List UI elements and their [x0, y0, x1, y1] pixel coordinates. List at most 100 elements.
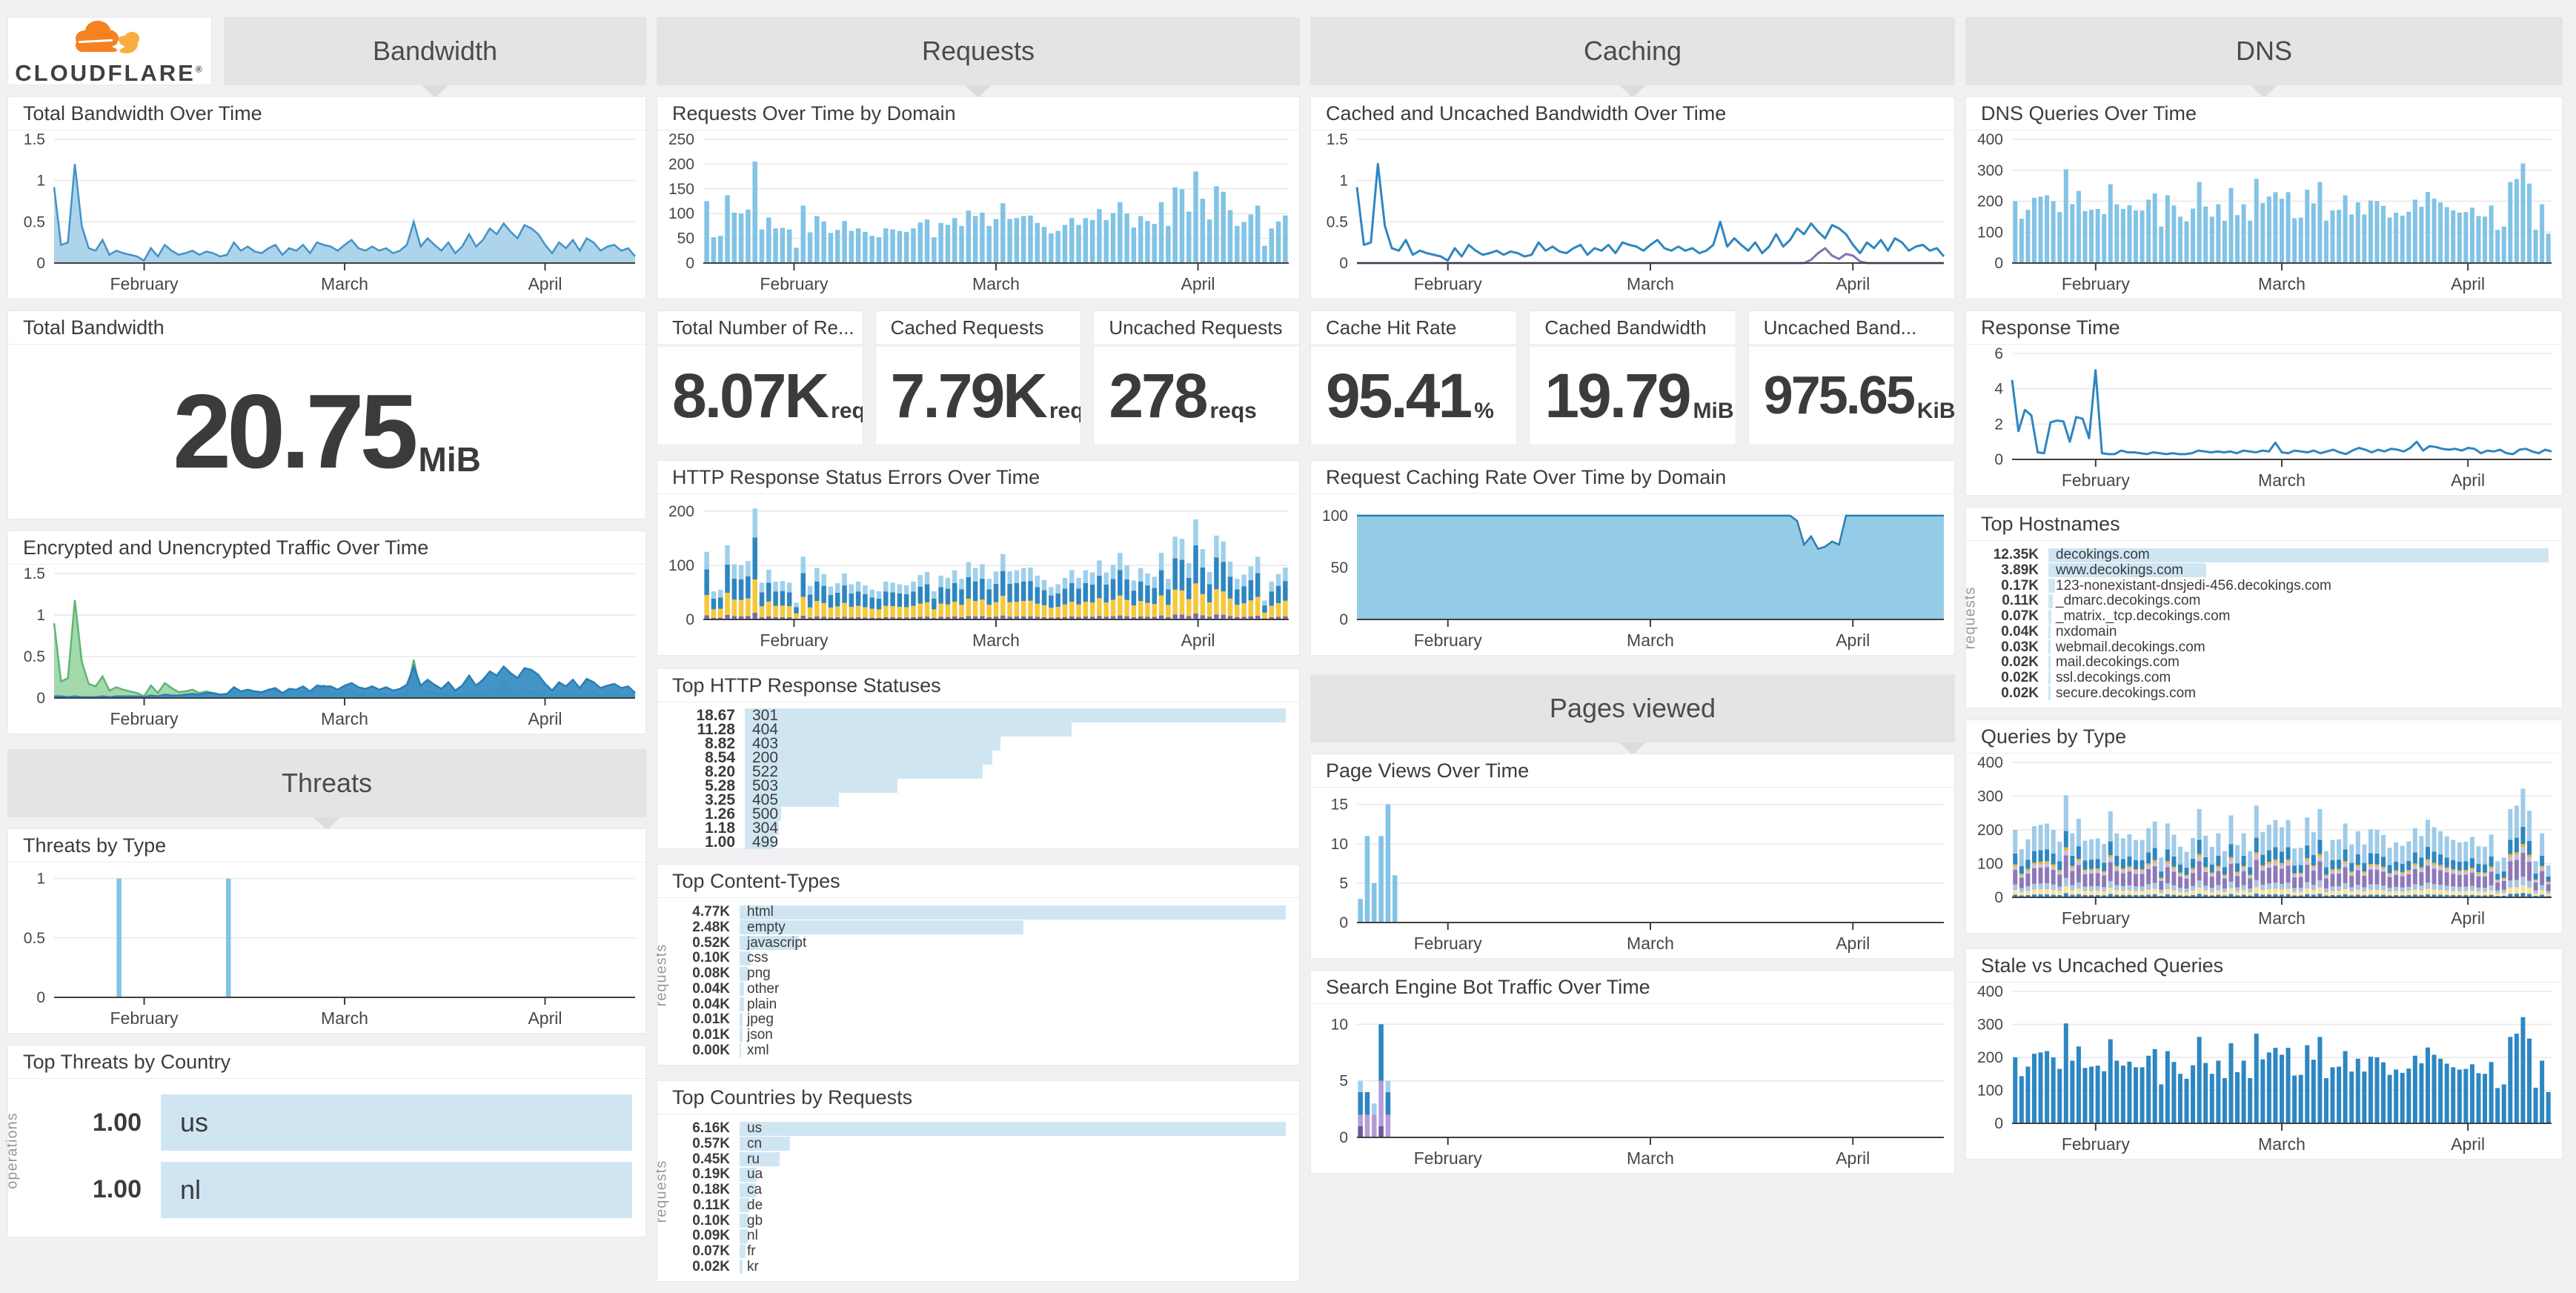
top-content-types-list: 4.77K html 2.48K empty 0.52K javascript 0.10K c…	[657, 898, 1299, 1065]
svg-text:0: 0	[686, 255, 694, 272]
hbar-row[interactable]: 0.02K ssl.decokings.com	[1966, 669, 2549, 685]
queries-by-type-chart[interactable]: 0 100 200 300 400 February March April	[1966, 754, 2562, 933]
svg-text:March: March	[321, 274, 368, 293]
hbar-row[interactable]: 0.07K _matrix._tcp.decokings.com	[1966, 608, 2549, 624]
svg-text:March: March	[1627, 274, 1674, 293]
hbar-value: 0.18K	[692, 1182, 730, 1198]
hbar-row[interactable]: 0.00K xml	[657, 1043, 1286, 1058]
svg-text:March: March	[2258, 908, 2306, 928]
hbar-row[interactable]: 1.00 nl	[30, 1161, 632, 1218]
hbar-bar	[745, 708, 1286, 722]
hbar-row[interactable]: 0.45K ru	[657, 1151, 1286, 1167]
svg-text:0: 0	[1994, 451, 2003, 468]
top-hostnames-list: 12.35K decokings.com 3.89K www.decokings.co…	[1966, 541, 2562, 708]
hbar-row[interactable]: 3.89K www.decokings.com	[1966, 562, 2549, 578]
stat-number: 975.65 KiB	[1749, 347, 1954, 445]
section-header-caching[interactable]: Caching	[1310, 17, 1955, 85]
hbar-label: 403	[752, 734, 779, 752]
hbar-row[interactable]: 1.00 us	[30, 1094, 632, 1151]
stale-vs-uncached-queries-chart[interactable]: 0 100 200 300 400 February March April	[1966, 983, 2562, 1159]
hbar-track: nl	[740, 1228, 1286, 1243]
hbar-row[interactable]: 6.16K us	[657, 1120, 1286, 1136]
hbar-row[interactable]: 0.02K kr	[657, 1259, 1286, 1274]
hbar-value: 0.02K	[2001, 669, 2039, 685]
svg-text:5: 5	[1339, 875, 1348, 892]
hbar-row[interactable]: 8.54 200	[657, 749, 1286, 766]
page-views-chart[interactable]: 0 5 10 15 February March April	[1311, 788, 1954, 958]
svg-text:April: April	[1836, 274, 1870, 293]
section-title: Bandwidth	[372, 36, 498, 66]
response-time-chart[interactable]: 0 2 4 6 February March April	[1966, 345, 2562, 495]
svg-text:March: March	[1627, 934, 1674, 953]
panel-dns-queries: DNS Queries Over Time 0 100 200 300 400 Febru…	[1965, 96, 2563, 299]
search-engine-bot-traffic-chart[interactable]: 0 5 10 February March April	[1311, 1004, 1954, 1173]
hbar-bar	[740, 1137, 791, 1151]
http-errors-chart[interactable]: 0 100 200 February March April	[657, 494, 1299, 655]
section-header-requests[interactable]: Requests	[657, 17, 1300, 85]
hbar-value: 1.00	[92, 1108, 142, 1137]
encrypted-unencrypted-traffic-chart[interactable]: 0 0.5 1 1.5 February March April	[8, 565, 645, 734]
hbar-row[interactable]: 0.57K cn	[657, 1136, 1286, 1151]
column-dns: DNS DNS Queries Over Time 0 100 200 300 400 F…	[1962, 17, 2563, 1293]
section-header-bandwidth[interactable]: Bandwidth	[224, 17, 646, 85]
hbar-label: fr	[747, 1243, 756, 1259]
hbar-row[interactable]: 0.10K css	[657, 950, 1286, 965]
hbar-row[interactable]: 0.04K nxdomain	[1966, 624, 2549, 639]
hbar-row[interactable]: 18.67 301	[657, 707, 1286, 724]
top-http-statuses-list: 18.67 301 11.28 404 8.82 403 8.54 200 8.20 522 5.2…	[657, 702, 1299, 851]
hbar-label: gb	[747, 1212, 763, 1229]
hbar-track: www.decokings.com	[2048, 562, 2549, 578]
hbar-label: nl	[180, 1174, 202, 1205]
hbar-row[interactable]: 1.26 500	[657, 805, 1286, 822]
hbar-row[interactable]: 12.35K decokings.com	[1966, 547, 2549, 562]
stat-title: Total Number of Re...	[657, 311, 863, 347]
hbar-row[interactable]: 0.17K 123-nonexistant-dnsjedi-456.decokin…	[1966, 578, 2549, 594]
hbar-row[interactable]: 4.77K html	[657, 904, 1286, 920]
hbar-value: 0.45K	[692, 1151, 730, 1167]
svg-text:1.5: 1.5	[24, 131, 45, 148]
hbar-row[interactable]: 1.18 304	[657, 820, 1286, 837]
hbar-row[interactable]: 0.09K nl	[657, 1228, 1286, 1244]
svg-text:100: 100	[1977, 856, 2003, 873]
hbar-row[interactable]: 0.02K secure.decokings.com	[1966, 685, 2549, 701]
section-header-pages-viewed[interactable]: Pages viewed	[1310, 674, 1955, 742]
hbar-row[interactable]: 0.02K mail.decokings.com	[1966, 654, 2549, 670]
dns-queries-chart[interactable]: 0 100 200 300 400 February March April	[1966, 130, 2562, 299]
chart-svg: 0 100 200 300 400 February March April	[1977, 983, 2552, 1154]
hbar-row[interactable]: 2.48K empty	[657, 920, 1286, 935]
hbar-row[interactable]: 0.52K javascript	[657, 935, 1286, 951]
hbar-value: 0.09K	[692, 1228, 730, 1244]
requests-over-time-chart[interactable]: 0 50 100 150 200 250 February March April	[657, 130, 1299, 299]
cached-uncached-bandwidth-chart[interactable]: 0 0.5 1 1.5 February March April	[1311, 130, 1954, 299]
chart-svg: 0 100 200 300 400 February March April	[1977, 754, 2552, 928]
hbar-row[interactable]: 8.82 403	[657, 734, 1286, 752]
svg-text:2: 2	[1994, 416, 2003, 433]
chart-svg: 0 0.5 1 February March April	[24, 871, 635, 1028]
section-header-threats[interactable]: Threats	[7, 749, 646, 817]
hbar-row[interactable]: 0.01K json	[657, 1027, 1286, 1043]
hbar-row[interactable]: 0.07K fr	[657, 1243, 1286, 1259]
hbar-row[interactable]: 0.04K other	[657, 981, 1286, 997]
request-caching-rate-chart[interactable]: 0 50 100 February March April	[1311, 494, 1954, 655]
total-bandwidth-over-time-chart[interactable]: 0 0.5 1 1.5 February March April	[8, 130, 645, 299]
hbar-row[interactable]: 0.11K de	[657, 1197, 1286, 1213]
hbar-row[interactable]: 0.11K _dmarc.decokings.com	[1966, 593, 2549, 608]
hbar-label: webmail.decokings.com	[2056, 639, 2205, 655]
hbar-row[interactable]: 0.01K jpeg	[657, 1011, 1286, 1027]
hbar-row[interactable]: 5.28 503	[657, 777, 1286, 794]
hbar-row[interactable]: 0.03K webmail.decokings.com	[1966, 639, 2549, 655]
hbar-row[interactable]: 8.20 522	[657, 763, 1286, 780]
hbar-row[interactable]: 0.04K plain	[657, 997, 1286, 1012]
threats-by-type-chart[interactable]: 0 0.5 1 February March April	[8, 862, 645, 1033]
hbar-row[interactable]: 0.19K ua	[657, 1166, 1286, 1182]
svg-text:1: 1	[1339, 173, 1348, 190]
hbar-row[interactable]: 0.10K gb	[657, 1212, 1286, 1229]
stat-value: 8.07K	[672, 361, 829, 431]
hbar-row[interactable]: 0.08K png	[657, 965, 1286, 981]
section-header-dns[interactable]: DNS	[1965, 17, 2563, 85]
hbar-row[interactable]: 11.28 404	[657, 721, 1286, 738]
hbar-row[interactable]: 0.18K ca	[657, 1182, 1286, 1198]
hbar-row[interactable]: 3.25 405	[657, 791, 1286, 808]
hbar-row[interactable]: 1.00 499	[657, 834, 1286, 851]
panel-title: Queries by Type	[1966, 720, 2562, 754]
